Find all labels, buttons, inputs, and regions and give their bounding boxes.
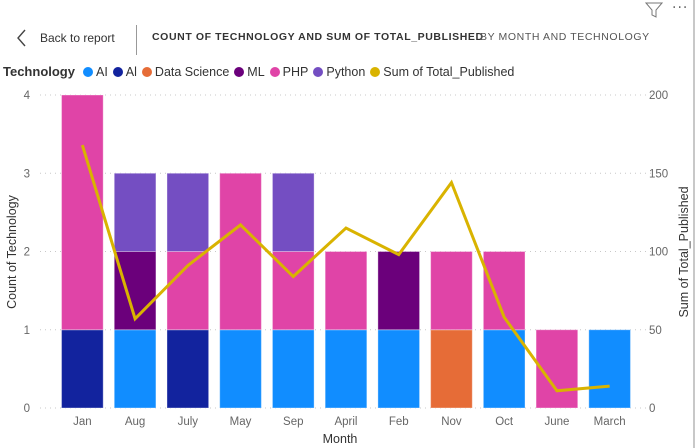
bar-segment-ai <box>588 329 631 409</box>
bar-segment-php <box>430 251 473 331</box>
x-tick-label: April <box>334 416 357 428</box>
legend-title: Technology <box>3 64 75 79</box>
legend: Technology AI Al Data Science ML PHP Pyt… <box>3 64 519 79</box>
bar-segment-al <box>166 329 210 409</box>
legend-item-al[interactable]: Al <box>112 65 137 79</box>
bar-segment-ai <box>482 329 526 409</box>
x-tick-label: Aug <box>125 416 145 428</box>
x-tick-label: Feb <box>389 416 409 428</box>
y-tick-label: 4 <box>24 90 31 102</box>
legend-marker <box>313 66 324 77</box>
legend-marker <box>82 66 93 77</box>
x-axis-ticks: Jan Aug July May Sep April Feb Nov Oct June March <box>73 416 626 428</box>
legend-item-php[interactable]: PHP <box>269 65 308 79</box>
bar-segment-ai <box>271 329 315 409</box>
bar-segment-php <box>61 94 104 331</box>
legend-marker <box>370 66 381 77</box>
y-tick-label: 2 <box>24 247 30 259</box>
visual-header: ··· <box>0 0 697 20</box>
x-tick-label: Oct <box>495 416 514 428</box>
legend-item-python[interactable]: Python <box>313 65 365 79</box>
bar-segment-ai <box>324 329 368 409</box>
x-tick-label: May <box>230 416 252 428</box>
y2-tick-label: 200 <box>649 90 668 102</box>
bar-segment-python <box>271 172 315 252</box>
chevron-left-icon <box>17 29 26 47</box>
legend-marker <box>234 66 245 77</box>
legend-marker <box>269 66 280 77</box>
y2-axis-ticks: 0 50 100 150 200 <box>649 90 668 415</box>
legend-marker <box>112 66 123 77</box>
y2-tick-label: 0 <box>649 403 655 415</box>
bar-segment-al <box>61 329 104 409</box>
y2-tick-label: 150 <box>649 168 668 180</box>
more-options-icon[interactable]: ··· <box>672 0 689 16</box>
y-tick-label: 3 <box>24 168 30 180</box>
back-to-report-label: Back to report <box>40 31 115 45</box>
x-tick-label: July <box>178 416 199 428</box>
x-tick-label: June <box>544 416 569 428</box>
bar-segment-python <box>166 172 210 252</box>
pane-border <box>693 0 695 448</box>
y-axis-title: Count of Technology <box>5 194 19 308</box>
x-tick-label: Jan <box>73 416 92 428</box>
legend-marker <box>141 66 152 77</box>
y2-tick-label: 50 <box>649 325 662 337</box>
bar-segment-ai <box>377 329 421 409</box>
x-axis-title: Month <box>323 432 358 446</box>
bars <box>61 94 631 409</box>
bar-segment-php <box>166 251 210 331</box>
x-tick-label: Sep <box>283 416 303 428</box>
legend-item-sum-total-published[interactable]: Sum of Total_Published <box>370 65 514 79</box>
y-tick-label: 1 <box>24 325 30 337</box>
legend-item-data-science[interactable]: Data Science <box>141 65 229 79</box>
line-series <box>80 144 610 393</box>
bar-segment-php <box>219 172 262 331</box>
filter-icon[interactable] <box>645 2 663 18</box>
chart-subtitle: BY MONTH AND TECHNOLOGY <box>480 31 650 43</box>
y2-tick-label: 100 <box>649 247 668 259</box>
header-divider <box>136 25 137 55</box>
x-tick-label: Nov <box>441 416 462 428</box>
y2-axis-title: Sum of Total_Published <box>677 186 691 317</box>
bar-segment-php <box>324 251 368 331</box>
x-tick-label: March <box>594 416 626 428</box>
y-axis-ticks: 0 1 2 3 4 <box>24 90 31 415</box>
bar-segment-ml <box>377 251 421 331</box>
bar-segment-data-science <box>430 329 473 409</box>
bar-segment-ai <box>113 329 157 409</box>
legend-item-ml[interactable]: ML <box>234 65 265 79</box>
bar-segment-ai <box>219 329 262 409</box>
y-tick-label: 0 <box>24 403 30 415</box>
back-to-report-button[interactable]: Back to report <box>14 27 115 49</box>
legend-item-ai[interactable]: AI <box>82 65 108 79</box>
bar-segment-python <box>113 172 157 252</box>
chart-title: COUNT OF TECHNOLOGY AND SUM OF TOTAL_PUB… <box>152 31 484 43</box>
